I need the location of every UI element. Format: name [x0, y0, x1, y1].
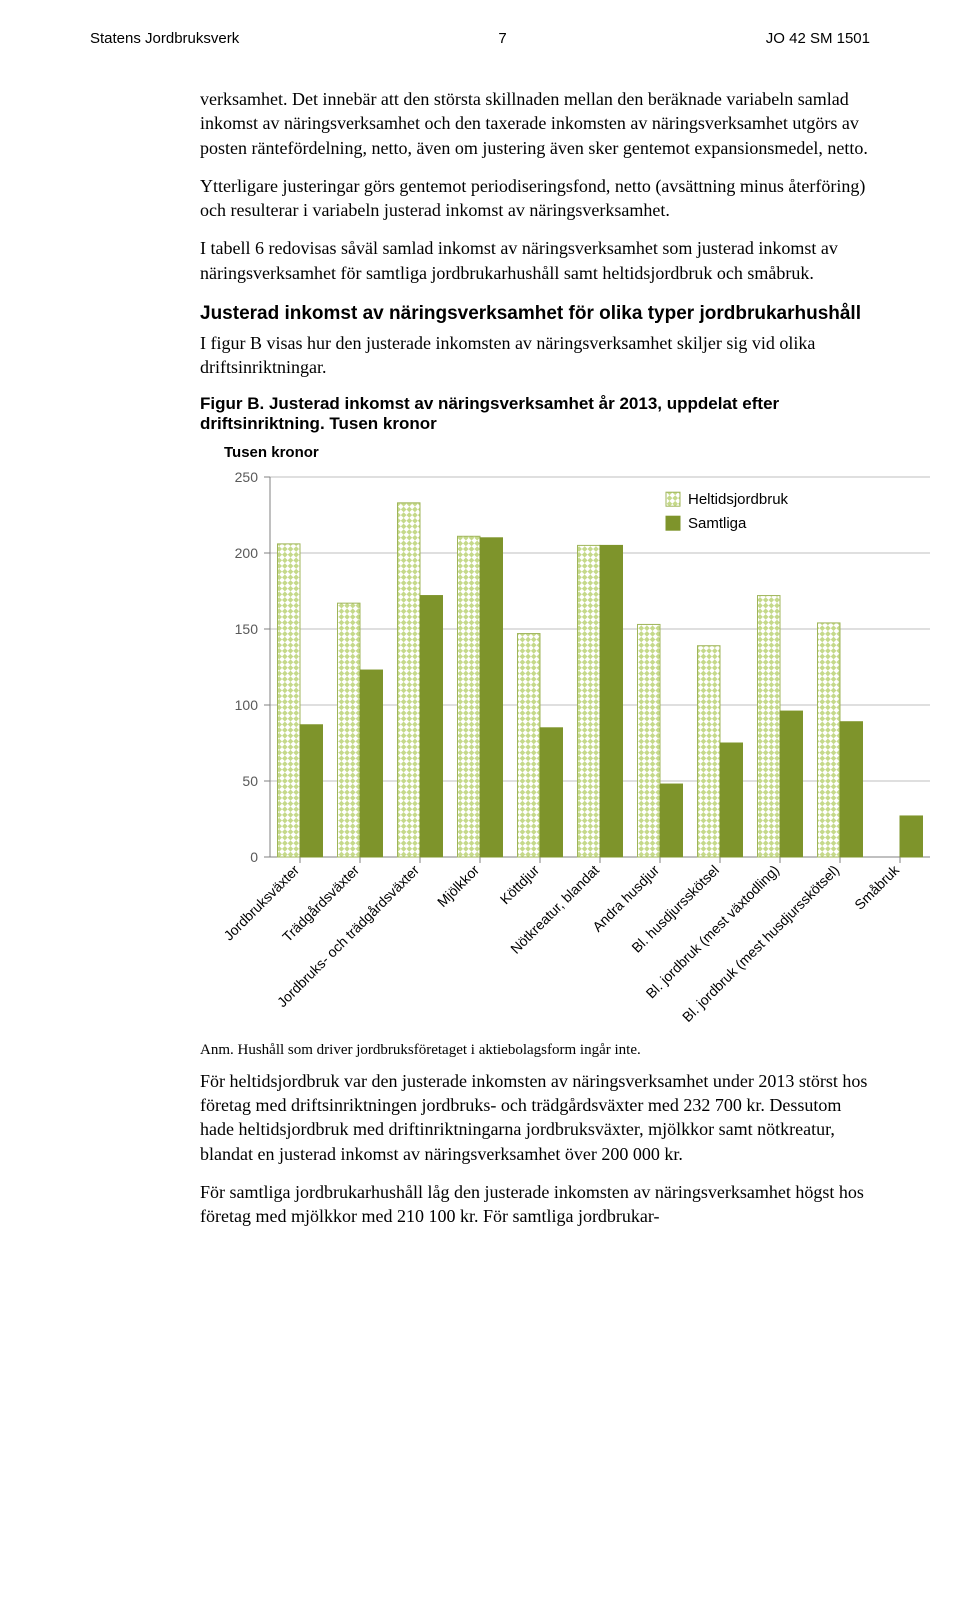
- header-right: JO 42 SM 1501: [766, 30, 870, 47]
- y-axis-title: Tusen kronor: [224, 444, 870, 461]
- figure-footnote: Anm. Hushåll som driver jordbruksföretag…: [200, 1042, 870, 1059]
- chart-svg: 050100150200250JordbruksväxterTrädgårdsv…: [200, 467, 960, 1027]
- legend-label: Heltidsjordbruk: [688, 491, 789, 508]
- bar: [900, 816, 923, 857]
- svg-text:50: 50: [242, 773, 258, 789]
- paragraph: I figur B visas hur den justerade inkoms…: [200, 331, 870, 380]
- bar: [720, 743, 743, 857]
- paragraph: I tabell 6 redovisas såväl samlad inkoms…: [200, 236, 870, 285]
- page-header: Statens Jordbruksverk 7 JO 42 SM 1501: [90, 30, 870, 47]
- bar-chart: 050100150200250JordbruksväxterTrädgårdsv…: [200, 467, 870, 1032]
- bar: [480, 537, 503, 856]
- bar: [398, 503, 421, 857]
- section-heading: Justerad inkomst av näringsverksamhet fö…: [200, 303, 870, 325]
- paragraph: Ytterligare justeringar görs gentemot pe…: [200, 174, 870, 223]
- bar: [600, 545, 623, 857]
- svg-text:250: 250: [235, 469, 259, 485]
- paragraph: verksamhet. Det innebär att den största …: [200, 87, 870, 160]
- bar: [780, 711, 803, 857]
- paragraph: För samtliga jordbrukarhushåll låg den j…: [200, 1180, 870, 1229]
- header-page-number: 7: [498, 30, 506, 47]
- paragraph: För heltidsjordbruk var den justerade in…: [200, 1069, 870, 1166]
- legend-swatch: [666, 492, 680, 506]
- figure-heading: Figur B. Justerad inkomst av näringsverk…: [200, 394, 870, 434]
- bar: [360, 670, 383, 857]
- svg-text:0: 0: [250, 849, 258, 865]
- category-label: Småbruk: [851, 861, 903, 913]
- legend-label: Samtliga: [688, 515, 747, 532]
- body-column: verksamhet. Det innebär att den största …: [200, 87, 870, 1228]
- bar: [540, 727, 563, 856]
- category-label: Köttdjur: [497, 861, 543, 907]
- bar: [300, 724, 323, 856]
- bar: [758, 595, 781, 856]
- header-left: Statens Jordbruksverk: [90, 30, 239, 47]
- legend-swatch: [666, 516, 680, 530]
- bar: [518, 633, 541, 856]
- bar: [578, 545, 601, 857]
- bar: [818, 623, 841, 857]
- bar: [278, 544, 301, 857]
- svg-text:150: 150: [235, 621, 259, 637]
- page: Statens Jordbruksverk 7 JO 42 SM 1501 ve…: [0, 0, 960, 1272]
- svg-text:100: 100: [235, 697, 259, 713]
- bar: [840, 721, 863, 856]
- bar: [458, 536, 481, 857]
- category-label: Mjölkkor: [434, 861, 482, 909]
- bar: [660, 784, 683, 857]
- svg-text:200: 200: [235, 545, 259, 561]
- bar: [638, 624, 661, 857]
- bar: [698, 645, 721, 856]
- bar: [420, 595, 443, 856]
- bar: [338, 603, 361, 857]
